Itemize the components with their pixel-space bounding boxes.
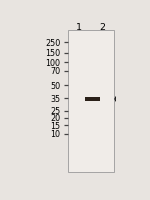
- Text: 100: 100: [46, 58, 61, 67]
- Text: 2: 2: [99, 23, 105, 32]
- Text: 250: 250: [45, 39, 61, 48]
- Text: 25: 25: [50, 107, 61, 115]
- Text: 70: 70: [50, 67, 61, 76]
- Text: 20: 20: [50, 114, 61, 123]
- Text: 10: 10: [51, 130, 61, 139]
- Text: 1: 1: [76, 23, 82, 32]
- Text: 15: 15: [50, 121, 61, 130]
- Bar: [85, 97, 100, 101]
- Text: 150: 150: [45, 49, 61, 58]
- Text: 50: 50: [50, 81, 61, 90]
- Bar: [68, 31, 114, 172]
- Text: 35: 35: [50, 95, 61, 103]
